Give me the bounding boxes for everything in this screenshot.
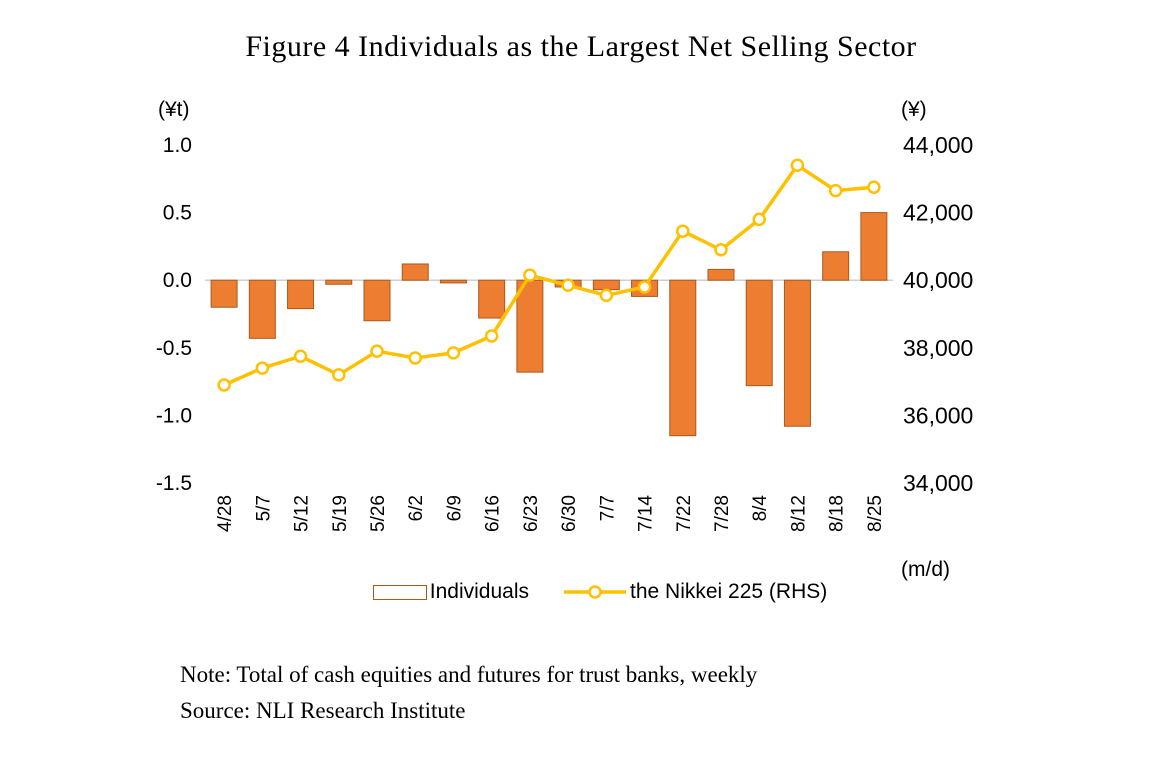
nikkei-marker (561, 278, 575, 293)
bar-individuals (248, 279, 276, 339)
bar-individuals (822, 251, 850, 281)
x-axis-label: 7/7 (597, 495, 618, 521)
bar-individuals (592, 279, 620, 291)
bar-individuals (516, 279, 544, 373)
bar-swatch-icon (372, 584, 427, 600)
x-axis-label: 6/9 (444, 495, 465, 521)
nikkei-marker (332, 368, 346, 382)
y-right-tick-label: 34,000 (903, 470, 973, 496)
y-right-tick-label: 36,000 (903, 402, 973, 428)
bar-individuals (745, 279, 773, 387)
y-right-tick-label: 42,000 (903, 200, 973, 226)
nikkei-marker (217, 378, 231, 392)
bar-individuals (669, 279, 697, 437)
bar-individuals (210, 279, 238, 308)
x-axis-label: 4/28 (215, 495, 236, 532)
y-left-tick-label: -1.5 (156, 472, 192, 495)
nikkei-marker (408, 351, 422, 365)
nikkei-line (222, 163, 876, 387)
x-axis-label: 5/7 (253, 495, 274, 521)
nikkei-marker (446, 346, 461, 360)
bar-individuals (325, 279, 353, 285)
nikkei-marker (676, 224, 690, 238)
nikkei-marker (484, 329, 499, 343)
x-axis-label: 6/30 (559, 495, 580, 532)
nikkei-marker (828, 183, 843, 198)
line-swatch-icon (564, 585, 626, 599)
x-axis-unit-label: (m/d) (901, 558, 950, 581)
source-text: Source: NLI Research Institute (180, 698, 466, 723)
right-axis-unit-label: (¥) (901, 98, 927, 121)
y-right-tick-label: 44,000 (903, 132, 973, 158)
bar-individuals (860, 212, 888, 281)
y-right-tick-label: 40,000 (903, 267, 973, 293)
nikkei-marker (714, 243, 728, 257)
nikkei-marker (255, 361, 270, 375)
bar-individuals (478, 279, 506, 319)
y-left-tick-label: -1.0 (156, 404, 192, 427)
nikkei-marker (790, 158, 805, 173)
legend-label-individuals: Individuals (429, 580, 529, 603)
bar-individuals (783, 279, 811, 427)
x-axis-label: 6/23 (521, 495, 542, 532)
legend-item-individuals: Individuals (372, 580, 529, 604)
y-left-tick-label: 1.0 (163, 134, 192, 157)
x-axis-label: 6/2 (406, 495, 427, 521)
chart-title: Figure 4 Individuals as the Largest Net … (245, 30, 917, 63)
bar-individuals (363, 279, 391, 322)
nikkei-marker (867, 180, 881, 194)
nikkei-marker (370, 344, 384, 358)
nikkei-marker (293, 349, 308, 363)
bar-individuals (287, 279, 315, 310)
y-right-tick-label: 38,000 (903, 335, 973, 361)
nikkei-marker (523, 268, 537, 282)
bar-individuals (439, 279, 467, 284)
x-axis-label: 6/16 (483, 495, 504, 532)
x-axis-label: 7/22 (674, 495, 695, 532)
nikkei-marker (752, 212, 766, 227)
bar-individuals (707, 268, 735, 281)
legend-label-nikkei: the Nikkei 225 (RHS) (630, 580, 828, 603)
x-axis-label: 7/14 (636, 495, 657, 532)
x-axis-label: 5/12 (292, 495, 313, 532)
legend-item-nikkei: the Nikkei 225 (RHS) (563, 580, 827, 604)
note-text: Note: Total of cash equities and futures… (180, 662, 758, 687)
x-axis-label: 8/18 (827, 495, 848, 532)
x-axis-label: 8/25 (865, 495, 886, 532)
x-axis-label: 8/4 (750, 495, 771, 522)
x-axis-label: 5/19 (330, 495, 351, 532)
nikkei-marker (637, 280, 652, 294)
nikkei-marker (599, 288, 614, 303)
legend: Individuals the Nikkei 225 (RHS) (150, 580, 1050, 604)
y-left-tick-label: 0.5 (163, 202, 192, 225)
y-left-tick-label: -0.5 (156, 337, 192, 360)
x-axis-label: 7/28 (712, 495, 733, 532)
y-left-tick-label: 0.0 (163, 269, 192, 292)
x-axis-label: 8/12 (788, 495, 809, 532)
bar-individuals (401, 263, 429, 281)
left-axis-unit-label: (¥t) (158, 98, 190, 121)
x-axis-label: 5/26 (368, 495, 389, 532)
